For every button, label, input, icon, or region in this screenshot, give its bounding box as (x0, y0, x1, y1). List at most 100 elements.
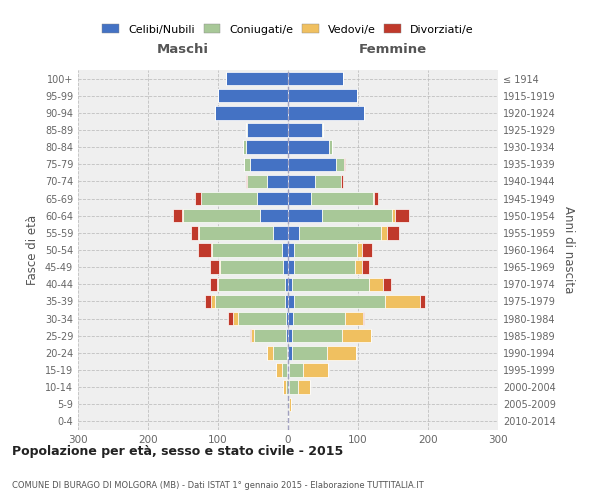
Bar (392, 209, 395, 222)
Bar (292, 346, 326, 360)
Bar (286, 380, 288, 394)
Bar (250, 158, 288, 171)
Bar (286, 329, 288, 342)
Bar (254, 329, 286, 342)
Bar (215, 294, 284, 308)
Bar (220, 260, 283, 274)
Bar (205, 294, 211, 308)
Bar (288, 158, 335, 171)
Bar (212, 244, 283, 256)
Bar (355, 260, 362, 274)
Bar (197, 226, 199, 239)
Bar (304, 364, 328, 376)
Bar (293, 294, 385, 308)
Bar (395, 209, 409, 222)
Bar (288, 72, 343, 86)
Bar (344, 158, 346, 171)
Bar (288, 244, 293, 256)
Bar (238, 312, 286, 326)
Bar (288, 278, 292, 291)
Bar (288, 329, 292, 342)
Bar (191, 226, 198, 239)
Text: Maschi: Maschi (157, 42, 209, 56)
Bar (293, 260, 355, 274)
Bar (250, 329, 251, 342)
Bar (289, 398, 291, 411)
Bar (368, 278, 383, 291)
Bar (387, 226, 400, 239)
Bar (199, 244, 211, 256)
Bar (217, 278, 218, 291)
Bar (211, 244, 212, 256)
Bar (229, 312, 233, 326)
Bar (288, 346, 292, 360)
Bar (363, 312, 364, 326)
Text: COMUNE DI BURAGO DI MOLGORA (MB) - Dati ISTAT 1° gennaio 2015 - Elaborazione TUT: COMUNE DI BURAGO DI MOLGORA (MB) - Dati … (12, 480, 424, 490)
Bar (288, 398, 289, 411)
Bar (246, 174, 247, 188)
Bar (173, 209, 182, 222)
Bar (287, 364, 288, 376)
Bar (335, 158, 344, 171)
Bar (286, 312, 288, 326)
Bar (276, 364, 282, 376)
Bar (257, 192, 288, 205)
Bar (322, 124, 323, 136)
Bar (284, 278, 288, 291)
Bar (247, 124, 288, 136)
Bar (298, 380, 310, 394)
Bar (260, 209, 288, 222)
Bar (373, 192, 374, 205)
Y-axis label: Fasce di età: Fasce di età (26, 215, 39, 285)
Bar (288, 294, 293, 308)
Bar (218, 278, 284, 291)
Bar (314, 174, 341, 188)
Bar (215, 106, 288, 120)
Bar (299, 226, 381, 239)
Bar (246, 140, 288, 154)
Bar (288, 124, 322, 136)
Bar (385, 294, 419, 308)
Bar (283, 380, 286, 394)
Bar (311, 192, 373, 205)
Text: Femmine: Femmine (359, 42, 427, 56)
Bar (362, 260, 369, 274)
Bar (288, 89, 356, 102)
Bar (288, 380, 289, 394)
Bar (218, 89, 288, 102)
Bar (288, 312, 293, 326)
Bar (288, 209, 322, 222)
Bar (288, 106, 364, 120)
Bar (326, 346, 356, 360)
Bar (211, 294, 215, 308)
Bar (356, 244, 362, 256)
Legend: Celibi/Nubili, Coniugati/e, Vedovi/e, Divorziati/e: Celibi/Nubili, Coniugati/e, Vedovi/e, Di… (98, 20, 478, 39)
Bar (419, 294, 425, 308)
Bar (251, 329, 254, 342)
Bar (210, 260, 218, 274)
Bar (226, 72, 288, 86)
Bar (288, 140, 329, 154)
Bar (283, 260, 288, 274)
Bar (289, 364, 304, 376)
Bar (246, 124, 247, 136)
Bar (288, 174, 314, 188)
Bar (287, 346, 288, 360)
Bar (383, 278, 391, 291)
Bar (342, 329, 371, 342)
Bar (200, 192, 257, 205)
Bar (218, 260, 220, 274)
Bar (242, 140, 246, 154)
Text: Popolazione per età, sesso e stato civile - 2015: Popolazione per età, sesso e stato civil… (12, 445, 343, 458)
Bar (199, 226, 272, 239)
Bar (288, 226, 299, 239)
Bar (293, 244, 356, 256)
Bar (233, 312, 238, 326)
Bar (195, 192, 200, 205)
Bar (283, 244, 288, 256)
Bar (244, 158, 250, 171)
Bar (267, 174, 288, 188)
Bar (381, 226, 387, 239)
Bar (284, 294, 288, 308)
Bar (293, 312, 346, 326)
